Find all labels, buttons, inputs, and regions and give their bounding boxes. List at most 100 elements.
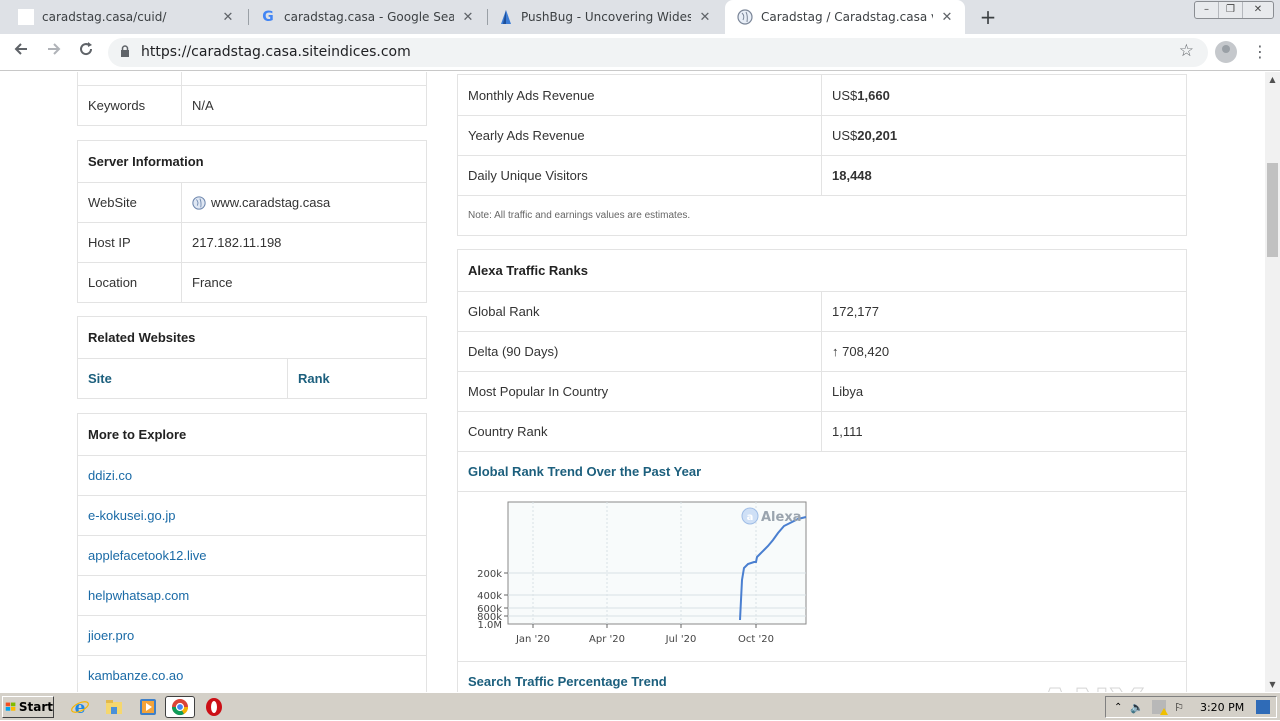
clock[interactable]: 3:20 PM [1199,700,1245,714]
website-value: www.caradstag.casa [211,195,331,210]
opera-icon[interactable] [204,697,224,717]
start-button[interactable]: Start [2,696,54,718]
action-center-flag-icon[interactable]: ⚐ [1174,700,1184,714]
scrollbar-thumb[interactable] [1267,163,1278,257]
chrome-taskbar-button[interactable] [165,696,195,718]
explore-link[interactable]: e-kokusei.go.jp [88,508,176,523]
ie-icon[interactable]: e [70,697,90,718]
windows-taskbar: Start e ⌃ 🔈 ⚐ 3:20 PM [0,692,1280,720]
list-item: e-kokusei.go.jp [78,495,426,535]
new-tab-button[interactable]: + [979,5,997,29]
profile-avatar[interactable] [1215,41,1237,63]
pushbug-icon [497,9,513,25]
row-value [182,72,192,85]
x-tick-apr: Apr '20 [589,634,625,645]
table-row: Monthly Ads Revenue US$ 1,660 [458,75,1186,115]
domain-info-table: Keywords N/A [77,72,427,126]
table-row [78,72,426,85]
monthly-revenue-value: 1,660 [857,87,890,103]
file-explorer-icon[interactable] [104,697,124,717]
alexa-logo-text: Alexa [761,510,802,525]
svg-text:e: e [75,698,86,717]
table-row: Delta (90 Days) ↑ 708,420 [458,331,1186,371]
delta-value: ↑ 708,420 [832,344,890,359]
tab-google-search[interactable]: G caradstag.casa - Google Search ✕ [250,0,486,34]
row-value: US$ 1,660 [822,75,890,115]
row-label: Yearly Ads Revenue [458,116,822,155]
alexa-traffic-ranks-panel: Alexa Traffic Ranks Global Rank 172,177 … [457,249,1187,692]
list-item: applefacetook12.live [78,535,426,575]
country-rank-value: 1,111 [832,424,863,439]
popular-country-value: Libya [832,384,864,399]
x-tick-oct: Oct '20 [738,634,774,645]
scroll-up-arrow-icon[interactable]: ▲ [1269,75,1276,84]
blank-page-icon [18,9,34,25]
close-tab-icon[interactable]: ✕ [462,9,474,25]
row-value: US$ 20,201 [822,116,897,155]
media-player-icon[interactable] [138,697,158,717]
lock-icon [121,45,129,57]
earnings-panel: Monthly Ads Revenue US$ 1,660 Yearly Ads … [457,74,1187,236]
table-row: Keywords N/A [78,85,426,125]
row-label: Most Popular In Country [458,372,822,411]
search-traffic-heading: Search Traffic Percentage Trend [468,674,667,689]
page-viewport: Keywords N/A Server Information WebSite … [0,72,1265,692]
server-information-panel: Server Information WebSite www.caradstag… [77,140,427,303]
volume-icon[interactable]: 🔈 [1130,700,1145,714]
tab-caradstag-cuid[interactable]: caradstag.casa/cuid/ ✕ [0,0,246,34]
chrome-menu-icon[interactable]: ⋮ [1252,42,1268,61]
table-row: WebSite www.caradstag.casa [78,182,426,222]
row-label: WebSite [78,183,182,222]
column-header-site[interactable]: Site [78,359,288,398]
address-bar[interactable]: https://caradstag.casa.siteindices.com ☆ [108,38,1208,67]
column-header-rank[interactable]: Rank [298,371,330,386]
tab-pushbug[interactable]: PushBug - Uncovering Widespread P ✕ [489,0,723,34]
global-rank-chart: 200k 400k 600k 800k 1.0M Jan '20 Apr '20… [468,500,808,650]
explore-link[interactable]: ddizi.co [88,468,133,483]
url-text[interactable]: https://caradstag.casa.siteindices.com [141,44,411,60]
forward-button[interactable] [42,40,66,64]
show-hidden-icons-icon[interactable]: ⌃ [1114,701,1123,713]
back-button[interactable] [9,40,33,64]
restore-button[interactable]: ❐ [1219,2,1243,18]
network-warning-icon[interactable] [1152,700,1169,715]
close-tab-icon[interactable]: ✕ [941,9,953,25]
table-row: Host IP 217.182.11.198 [78,222,426,262]
reload-button[interactable] [74,40,98,64]
row-label: Daily Unique Visitors [458,156,822,195]
globe-icon [192,195,206,210]
row-value: N/A [192,98,214,113]
explore-link[interactable]: jioer.pro [88,628,135,643]
tab-caradstag-valuation[interactable]: Caradstag / Caradstag.casa valuatio ✕ [725,0,965,34]
panel-heading: Alexa Traffic Ranks [468,263,588,278]
row-label: Monthly Ads Revenue [458,75,822,115]
row-label: Location [78,263,182,302]
y-tick-800k: 800k [477,612,502,623]
y-tick-1m: 1.0M [477,620,502,631]
scroll-down-arrow-icon[interactable]: ▼ [1269,680,1276,689]
explore-link[interactable]: helpwhatsap.com [88,588,190,603]
row-label: Delta (90 Days) [458,332,822,371]
y-tick-400k: 400k [477,591,502,602]
chrome-icon [171,699,189,716]
global-rank-value: 172,177 [832,304,879,319]
explore-link[interactable]: applefacetook12.live [88,548,207,563]
y-tick-600k: 600k [477,604,502,615]
currency-prefix: US$ [832,87,858,103]
globe-icon [737,9,753,25]
close-window-button[interactable]: ✕ [1253,4,1263,15]
yearly-revenue-value: 20,201 [857,128,898,143]
more-to-explore-panel: More to Explore ddizi.co e-kokusei.go.jp… [77,413,427,692]
close-tab-icon[interactable]: ✕ [222,9,234,25]
panel-heading: Related Websites [88,330,196,345]
row-label [78,72,182,85]
estimates-note: Note: All traffic and earnings values ar… [468,210,691,221]
start-label: Start [18,700,53,714]
explore-link[interactable]: kambanze.co.ao [88,668,184,683]
show-desktop-icon[interactable] [1256,700,1271,714]
vertical-scrollbar[interactable]: ▲ ▼ [1265,72,1280,692]
bookmark-star-icon[interactable]: ☆ [1178,41,1194,61]
close-tab-icon[interactable]: ✕ [699,9,711,25]
minimize-button[interactable]: – [1195,2,1219,18]
table-row: Most Popular In Country Libya [458,371,1186,411]
